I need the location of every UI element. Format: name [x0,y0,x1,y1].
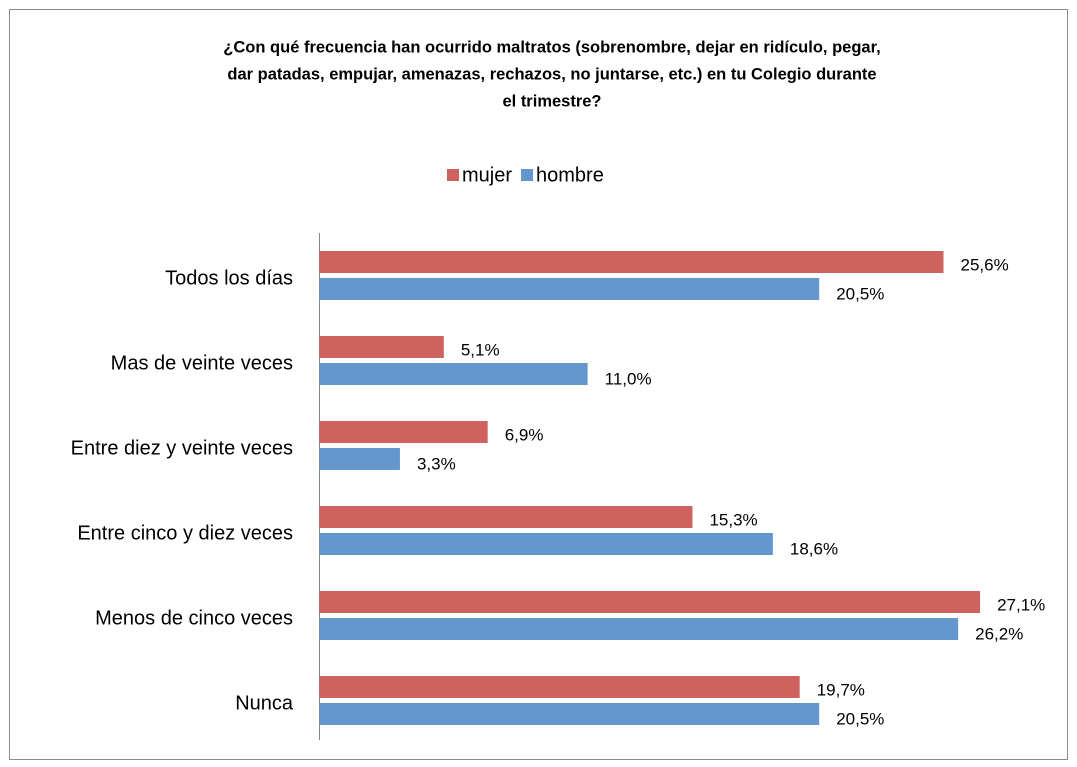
category-label: Mas de veinte veces [111,352,293,374]
chart-title: dar patadas, empujar, amenazas, rechazos… [227,65,876,83]
category-label: Entre cinco y diez veces [77,522,293,544]
value-label: 25,6% [961,255,1009,274]
value-label: 27,1% [997,595,1045,614]
bar [319,278,820,300]
value-label: 18,6% [790,539,838,558]
legend-swatch [521,169,534,181]
bar [319,421,488,443]
category-label: Nunca [235,692,294,714]
value-label: 20,5% [836,284,884,303]
chart-title: el trimestre? [502,92,601,110]
category-label: Todos los días [165,267,293,289]
bar [319,336,444,358]
legend-label: mujer [462,164,512,186]
bar [319,533,773,555]
value-label: 6,9% [505,425,544,444]
category-label: Entre diez y veinte veces [71,437,293,459]
bar [319,506,693,528]
bar [319,703,820,725]
value-label: 26,2% [975,624,1023,643]
legend-label: hombre [536,164,604,186]
value-label: 19,7% [817,680,865,699]
bar [319,676,800,698]
value-label: 15,3% [709,510,757,529]
bar [319,448,400,470]
value-label: 5,1% [461,340,500,359]
bar [319,618,959,640]
bar [319,591,981,613]
category-label: Menos de cinco veces [95,607,293,629]
bar [319,363,588,385]
chart-title: ¿Con qué frecuencia han ocurrido maltrat… [223,38,880,56]
value-label: 11,0% [605,369,652,388]
bar [319,251,944,273]
legend-swatch [447,169,459,181]
value-label: 3,3% [417,454,456,473]
value-label: 20,5% [836,709,884,728]
